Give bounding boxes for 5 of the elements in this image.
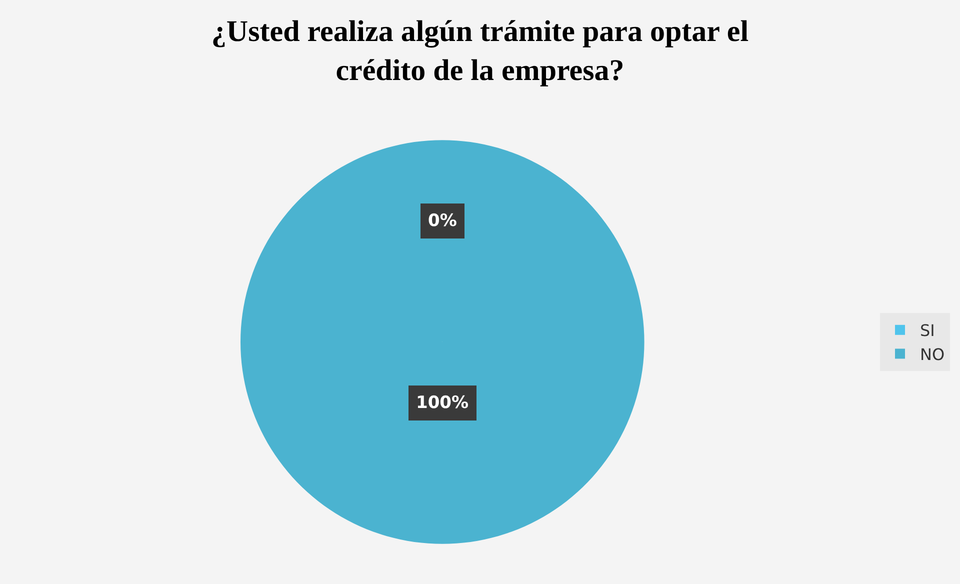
data-label: 100% xyxy=(416,393,469,413)
text: 0% xyxy=(428,211,457,231)
legend-label: SI xyxy=(920,321,935,340)
legend-label: NO xyxy=(920,344,945,364)
chart-title: ¿Usted realiza algún trámite para optar el crédito de la empresa? xyxy=(211,14,749,87)
